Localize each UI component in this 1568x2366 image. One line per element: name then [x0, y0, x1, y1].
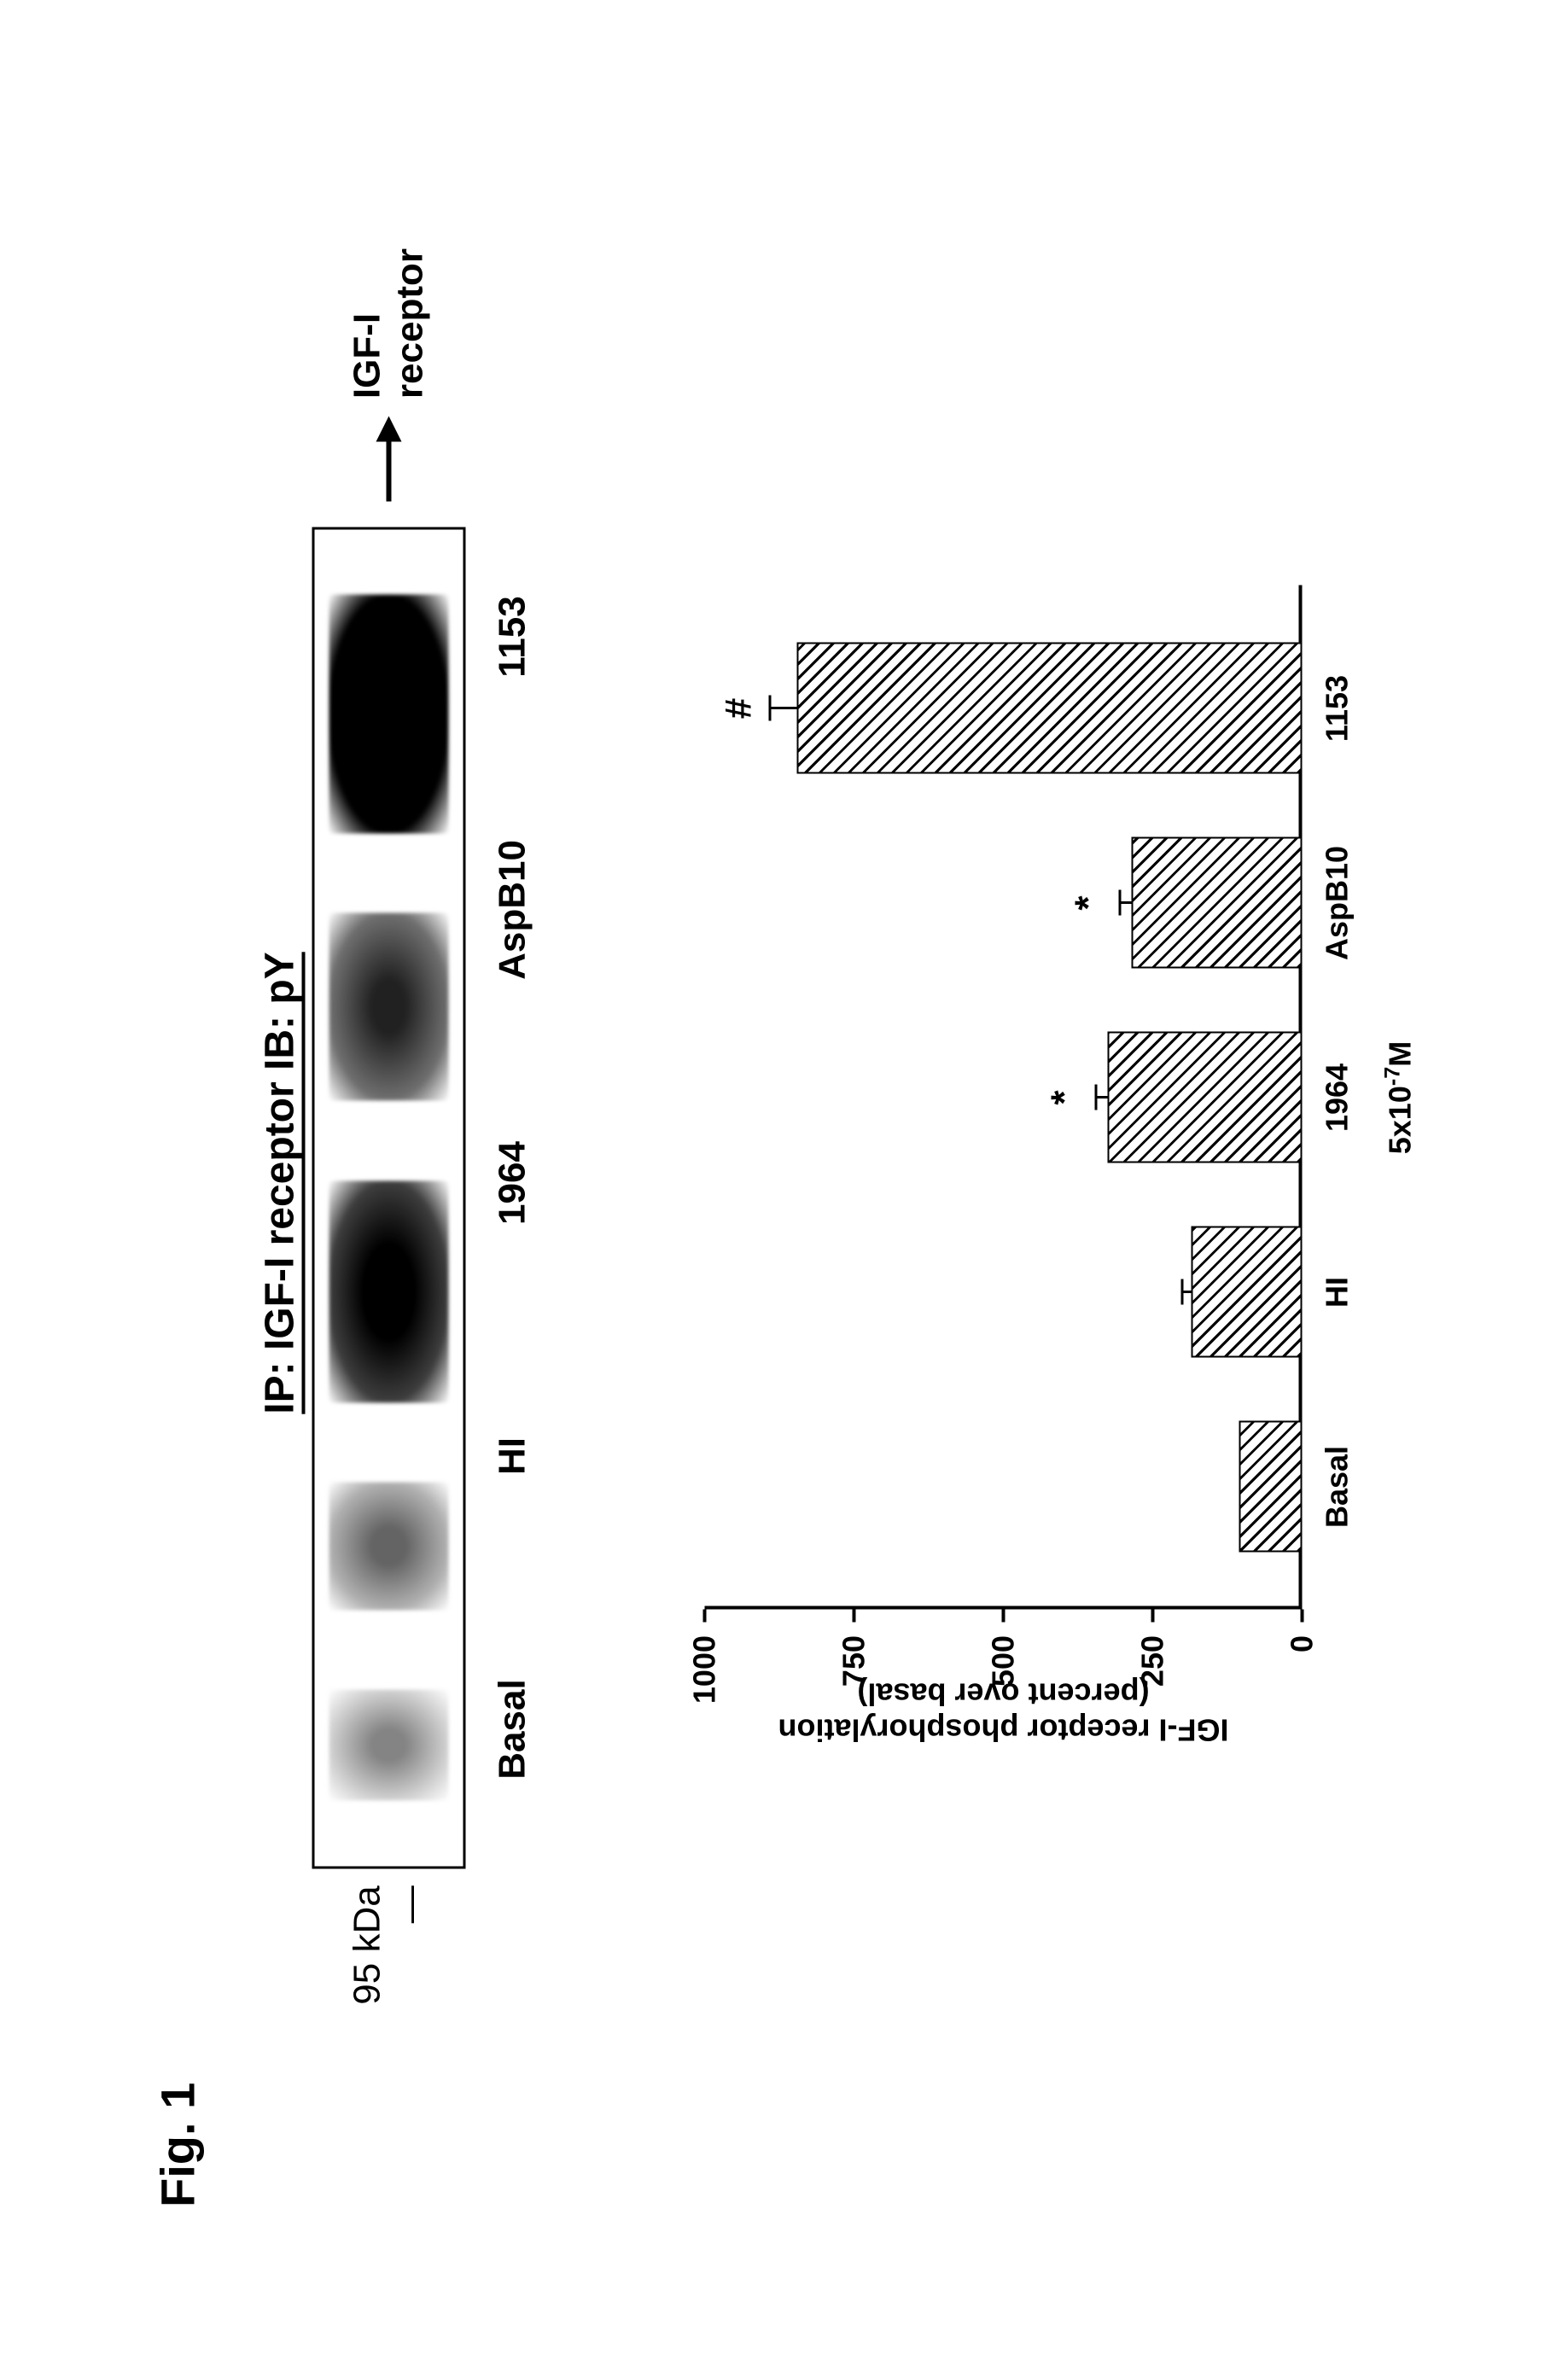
error-cap	[769, 696, 772, 721]
arrow-text: IGF-I receptor	[347, 159, 432, 399]
lane-labels-row: BasalHI1964AspB101153	[492, 500, 534, 1866]
y-tick-label: 0	[1285, 1635, 1320, 1712]
chart-bar	[1239, 1421, 1303, 1553]
bar-chart-panel: IGF-I receptor phosphorylation (percent …	[705, 586, 1419, 1780]
lane-label: AspB10	[492, 773, 534, 1046]
error-cap	[1181, 1279, 1184, 1305]
lane-label: 1964	[492, 1046, 534, 1320]
y-tick-label: 750	[836, 1635, 872, 1712]
figure-label: Fig. 1	[150, 159, 206, 2207]
x-tick-label: HI	[1320, 1195, 1355, 1390]
band-arrow-label: IGF-I receptor	[347, 159, 432, 501]
blot-image-box	[312, 527, 466, 1868]
x-labels-row: BasalHI1964AspB101153	[1320, 586, 1355, 1610]
blot-band	[329, 1482, 449, 1610]
x-tick-label: Basal	[1320, 1390, 1355, 1584]
blot-band	[329, 913, 449, 1101]
y-tick	[853, 1610, 856, 1623]
chart-bar: *	[1132, 837, 1303, 969]
chart-plot-area: IGF-I receptor phosphorylation (percent …	[705, 586, 1303, 1610]
kda-marker-label: 95 kDa —	[347, 1885, 432, 2037]
bar-group	[1239, 1390, 1303, 1584]
y-tick	[1151, 1610, 1155, 1623]
arrow-line	[387, 441, 392, 501]
y-tick-label: 250	[1135, 1635, 1171, 1712]
chart-bar: *	[1108, 1032, 1303, 1163]
lane-label: 1153	[492, 500, 534, 773]
x-tick-label: 1153	[1320, 611, 1355, 806]
bar-group: *	[1108, 1000, 1303, 1195]
bars-container: * * #	[705, 586, 1303, 1610]
y-tick	[703, 1610, 707, 1623]
significance-mark: *	[1043, 1090, 1086, 1104]
bar-group: #	[797, 611, 1303, 806]
arrow-icon	[376, 416, 402, 441]
error-cap	[1094, 1085, 1097, 1110]
error-cap	[1118, 890, 1121, 916]
chart-bar	[1192, 1227, 1303, 1358]
y-tick-label: 500	[986, 1635, 1022, 1712]
lane-label: Basal	[492, 1593, 534, 1866]
blot-band	[329, 595, 449, 834]
y-tick-label: 1000	[687, 1635, 723, 1712]
x-tick-label: AspB10	[1320, 806, 1355, 1000]
x-axis-label: 5x10-7M	[1381, 586, 1419, 1610]
x-tick-label: 1964	[1320, 1000, 1355, 1195]
y-tick	[1002, 1610, 1006, 1623]
significance-mark: *	[1067, 895, 1110, 910]
blot-band	[329, 1690, 449, 1801]
blot-band	[329, 1180, 449, 1402]
western-blot-panel: IP: IGF-I receptor IB: pY 95 kDa — IGF-I…	[257, 159, 534, 2037]
error-bar	[769, 708, 799, 710]
lane-label: HI	[492, 1320, 534, 1593]
bar-group: *	[1132, 806, 1303, 1000]
chart-bar: #	[797, 643, 1303, 774]
bar-group	[1192, 1195, 1303, 1390]
significance-mark: #	[718, 698, 761, 719]
y-tick	[1301, 1610, 1304, 1623]
blot-header: IP: IGF-I receptor IB: pY	[257, 500, 304, 1866]
